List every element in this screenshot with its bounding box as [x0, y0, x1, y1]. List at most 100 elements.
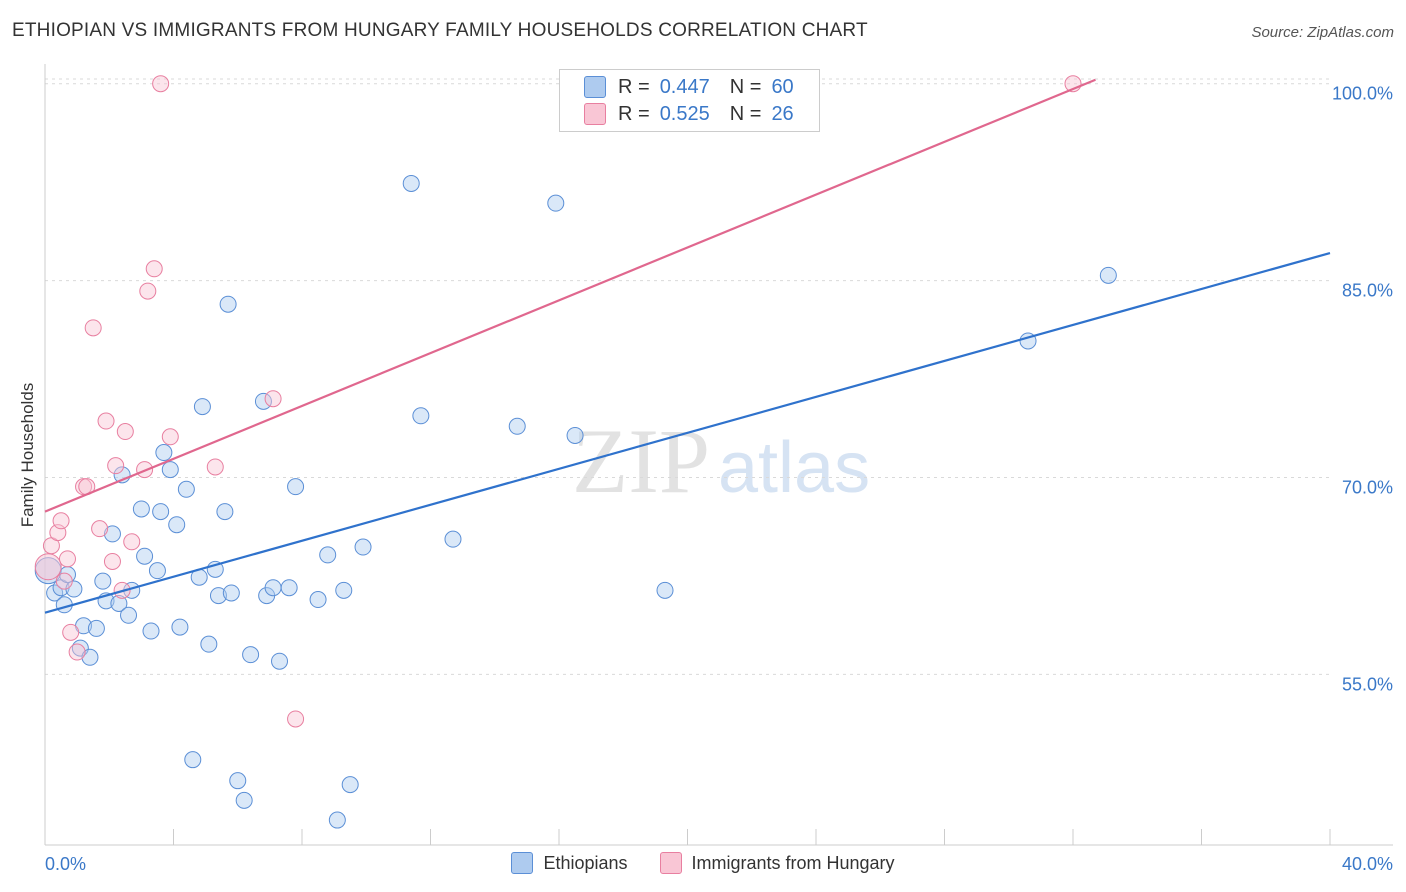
point-ethiopians	[412, 407, 430, 425]
point-ethiopians	[200, 635, 218, 653]
point-ethiopians	[656, 581, 674, 599]
legend-r-value: 0.447	[659, 75, 710, 98]
x-tick-label: 40.0%	[1342, 854, 1393, 874]
point-ethiopians	[94, 572, 112, 590]
point-ethiopians	[120, 606, 138, 624]
watermark: ZIP atlas	[572, 410, 870, 512]
axes	[44, 64, 1393, 846]
series-legend-ethiopians[interactable]: Ethiopians	[511, 852, 628, 874]
point-hungary	[68, 643, 86, 661]
series-label: Ethiopians	[543, 852, 628, 873]
point-ethiopians	[110, 594, 128, 612]
point-ethiopians	[1099, 266, 1117, 284]
point-ethiopians	[171, 618, 189, 636]
data-points	[34, 75, 1117, 829]
y-tick-label: 70.0%	[1342, 477, 1393, 497]
point-ethiopians	[219, 295, 237, 313]
legend-n-label: N =	[729, 75, 762, 98]
point-ethiopians	[242, 646, 260, 664]
point-ethiopians	[177, 480, 195, 498]
x-tick-label: 0.0%	[45, 854, 86, 874]
legend-n-value: 26	[771, 102, 794, 125]
point-ethiopians	[81, 648, 99, 666]
point-ethiopians	[264, 579, 282, 597]
point-ethiopians	[402, 174, 420, 192]
watermark-atlas: atlas	[718, 428, 870, 508]
point-ethiopians	[566, 426, 584, 444]
point-ethiopians	[148, 562, 166, 580]
series-legend: Ethiopians Immigrants from Hungary	[0, 852, 1406, 874]
point-ethiopians	[168, 516, 186, 534]
point-ethiopians	[209, 587, 227, 605]
point-ethiopians	[354, 538, 372, 556]
legend-n-label: N =	[729, 102, 762, 125]
legend-r-label: R =	[618, 75, 650, 98]
chart-title: ETHIOPIAN VS IMMIGRANTS FROM HUNGARY FAM…	[12, 20, 868, 41]
series-swatch-ethiopians	[511, 852, 534, 874]
correlation-legend: R = 0.447 N = 60 R = 0.525 N = 26	[559, 69, 820, 132]
series-legend-hungary[interactable]: Immigrants from Hungary	[659, 852, 895, 874]
point-ethiopians	[271, 652, 289, 670]
point-hungary	[52, 512, 70, 530]
trend-line-ethiopians	[44, 251, 1331, 614]
series-label: Immigrants from Hungary	[691, 852, 895, 873]
point-hungary	[116, 423, 134, 441]
point-ethiopians	[216, 503, 234, 521]
y-tick-label: 100.0%	[1332, 84, 1393, 104]
point-hungary	[145, 260, 163, 278]
point-ethiopians	[547, 194, 565, 212]
source-label: Source: ZipAtlas.com	[1251, 24, 1394, 41]
point-hungary	[107, 457, 125, 475]
tick-labels: 55.0% 70.0% 85.0% 100.0% 0.0% 40.0%	[45, 84, 1393, 874]
point-hungary	[58, 550, 76, 568]
legend-n-value: 60	[771, 75, 794, 98]
point-ethiopians	[254, 392, 272, 410]
legend-row-ethiopians: R = 0.447 N = 60	[584, 75, 794, 99]
point-hungary	[97, 412, 115, 430]
point-ethiopians	[132, 500, 150, 518]
point-ethiopians	[152, 503, 170, 521]
legend-swatch-hungary	[584, 103, 606, 125]
point-hungary	[139, 282, 157, 300]
legend-swatch-ethiopians	[584, 76, 606, 98]
legend-r-label: R =	[618, 102, 650, 125]
point-hungary	[123, 533, 141, 551]
trend-lines	[44, 78, 1331, 614]
point-ethiopians	[328, 811, 346, 829]
point-ethiopians	[229, 772, 247, 790]
point-ethiopians	[87, 619, 105, 637]
point-ethiopians	[142, 622, 160, 640]
point-hungary	[206, 458, 224, 476]
point-ethiopians	[319, 546, 337, 564]
point-hungary	[91, 520, 109, 538]
point-ethiopians	[309, 591, 327, 609]
point-ethiopians	[103, 525, 121, 543]
y-tick-label: 55.0%	[1342, 674, 1393, 694]
point-hungary	[103, 552, 121, 570]
point-hungary	[55, 572, 73, 590]
point-hungary	[264, 390, 282, 408]
point-ethiopians	[161, 461, 179, 479]
point-hungary	[34, 553, 62, 581]
point-ethiopians	[193, 398, 211, 416]
point-ethiopians	[444, 530, 462, 548]
point-ethiopians	[508, 417, 526, 435]
point-hungary	[84, 319, 102, 337]
point-ethiopians	[335, 581, 353, 599]
point-hungary	[62, 623, 80, 641]
point-ethiopians	[235, 791, 253, 809]
grid	[45, 78, 1330, 675]
point-ethiopians	[280, 579, 298, 597]
legend-r-value: 0.525	[659, 102, 710, 125]
point-hungary	[152, 75, 170, 93]
point-ethiopians	[136, 547, 154, 565]
point-ethiopians	[184, 751, 202, 769]
point-hungary	[287, 710, 305, 728]
point-ethiopians	[341, 776, 359, 794]
series-swatch-hungary	[659, 852, 682, 874]
y-tick-label: 85.0%	[1342, 281, 1393, 301]
point-ethiopians	[155, 444, 173, 462]
point-hungary	[161, 428, 179, 446]
watermark-zip: ZIP	[572, 410, 710, 512]
